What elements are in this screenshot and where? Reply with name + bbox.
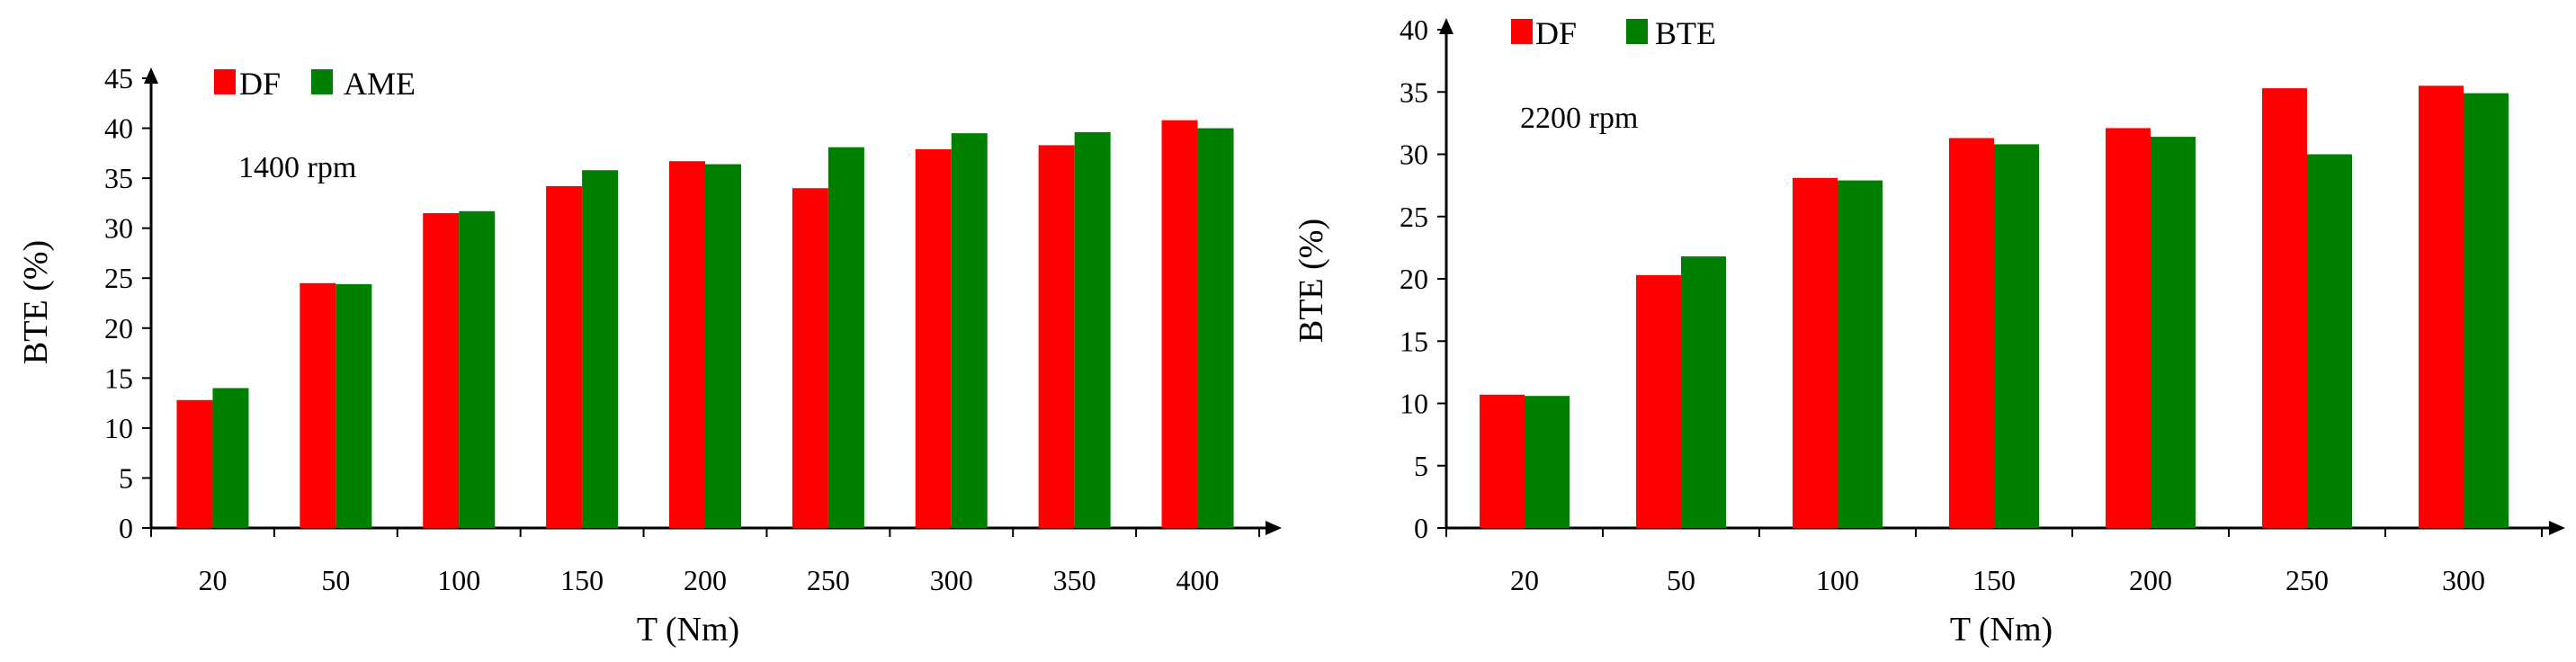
y-axis-arrow [144,67,158,84]
bar-ame-20 [212,388,249,528]
legend-label-df: DF [239,66,281,102]
y-tick-label: 30 [1400,139,1428,171]
y-tick-label: 20 [104,312,133,344]
y-tick-label: 15 [104,362,133,394]
x-tick-label: 200 [684,564,727,596]
bar-bte-20 [1525,396,1570,528]
bar-bte-150 [1994,144,2039,529]
legend-swatch-df [1511,19,1533,44]
x-tick-label: 300 [930,564,973,596]
y-tick-label: 35 [1400,76,1428,108]
y-tick-label: 45 [104,62,133,94]
bar-ame-350 [1074,132,1111,528]
y-tick-label: 0 [1414,512,1428,544]
bar-df-150 [1949,138,1994,528]
bar-ame-250 [827,147,864,528]
y-tick-label: 10 [104,412,133,444]
legend-label-bte: BTE [1655,15,1716,51]
bar-df-400 [1161,120,1198,528]
x-tick-label: 100 [437,564,480,596]
y-tick-label: 10 [1400,388,1428,420]
y-tick-label: 20 [1400,263,1428,295]
bar-bte-250 [2307,154,2352,528]
bar-df-20 [176,399,213,528]
y-tick-label: 40 [1400,13,1428,46]
x-tick-label: 300 [2442,564,2485,596]
bar-ame-50 [335,283,372,528]
bar-df-250 [792,188,828,528]
y-axis-label: BTE (%) [17,240,55,364]
x-tick-label: 250 [807,564,850,596]
bar-df-150 [546,186,583,528]
bar-ame-150 [582,170,619,528]
bar-ame-300 [951,133,988,528]
x-tick-label: 350 [1053,564,1096,596]
y-tick-label: 40 [104,112,133,145]
x-tick-label: 250 [2285,564,2329,596]
x-tick-label: 200 [2129,564,2172,596]
rpm-annotation: 2200 rpm [1520,102,1638,135]
y-tick-label: 15 [1400,325,1428,357]
chart-1: 0 5 10 15 20 25 30 35 40 45 20 50 100 150 200 250 300 350… [17,62,1282,649]
x-tick-label: 100 [1816,564,1859,596]
bar-bte-100 [1838,180,1883,528]
y-tick-label: 5 [119,461,133,494]
bar-df-200 [669,161,705,528]
x-tick-label: 20 [1510,564,1539,596]
bar-ame-200 [705,164,741,529]
bar-df-20 [1480,394,1525,528]
chart-2: 0 5 10 15 20 25 30 35 40 20 50 100 150 200 250 300 T (Nm… [1292,13,2565,649]
bar-df-200 [2106,128,2151,529]
x-tick-label: 50 [321,564,350,596]
legend-label-df: DF [1535,15,1577,51]
x-axis-label: T (Nm) [637,611,739,649]
bar-bte-50 [1681,256,1726,528]
bar-df-300 [915,148,952,528]
legend-swatch-bte [1626,19,1648,44]
y-tick-label: 5 [1414,450,1428,482]
y-axis-label: BTE (%) [1292,219,1330,343]
bar-df-300 [2419,85,2464,528]
y-tick-label: 0 [119,512,133,544]
y-tick-label: 35 [104,162,133,194]
y-tick-label: 25 [1400,201,1428,233]
x-tick-label: 20 [198,564,227,596]
x-axis-arrow [1266,521,1282,535]
bar-bte-300 [2464,93,2509,528]
x-tick-label: 150 [1972,564,2016,596]
legend-swatch-df [214,69,236,94]
bar-bte-200 [2151,137,2196,529]
bar-df-350 [1038,145,1075,528]
bar-df-50 [300,282,336,528]
y-tick-label: 25 [104,262,133,294]
bar-df-100 [1793,177,1838,528]
x-tick-label: 400 [1176,564,1220,596]
bar-df-50 [1636,274,1681,528]
legend-swatch-ame [311,69,333,94]
bar-ame-400 [1197,128,1234,529]
x-tick-label: 50 [1667,564,1695,596]
bar-df-250 [2262,88,2307,528]
legend-label-ame: AME [344,66,416,102]
rpm-annotation: 1400 rpm [238,151,356,184]
x-tick-label: 150 [560,564,604,596]
y-tick-label: 30 [104,212,133,245]
bar-df-100 [423,213,460,528]
x-axis-label: T (Nm) [1950,611,2053,649]
y-axis-arrow [1439,18,1453,34]
x-axis-arrow [2549,521,2565,535]
bar-ame-100 [459,210,496,528]
